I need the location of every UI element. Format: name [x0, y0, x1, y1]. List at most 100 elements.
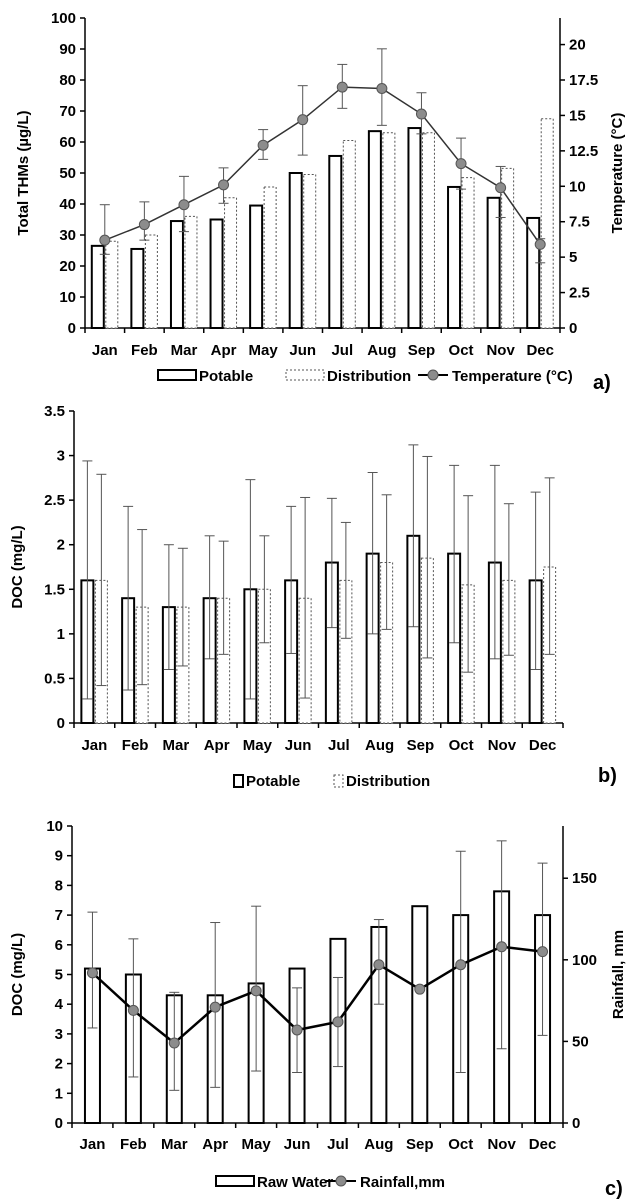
line-point: [99, 234, 111, 246]
legend-swatch-marker: [427, 369, 439, 381]
x-tick-label: Sep: [408, 342, 436, 359]
y2-tick-label: 0: [572, 1115, 580, 1132]
bar-distribution: [263, 186, 277, 329]
bar-potable: [486, 196, 501, 329]
x-tick-label: Mar: [163, 737, 190, 754]
y-tick-label: 2: [57, 537, 65, 554]
x-tick-label: Feb: [120, 1136, 147, 1153]
line-point: [297, 114, 309, 126]
y-tick-label: 0.5: [44, 670, 65, 687]
y-tick-label: 10: [46, 818, 63, 835]
line-point: [496, 941, 508, 953]
y-tick-label: 40: [59, 196, 76, 213]
x-tick-label: Sep: [407, 737, 435, 754]
panel-label: a): [593, 372, 611, 394]
x-tick-label: Dec: [526, 342, 554, 359]
bar-potable: [447, 185, 462, 329]
y-axis-title: DOC (mg/L): [9, 933, 26, 1016]
bar-distribution: [342, 139, 356, 329]
x-tick-label: Dec: [529, 737, 557, 754]
y-tick-label: 10: [59, 289, 76, 306]
y2-tick-label: 7.5: [569, 214, 590, 231]
line-point: [168, 1037, 180, 1049]
y2-axis-title: Temperature (°C): [609, 113, 626, 234]
bar-potable: [288, 172, 303, 329]
line-point: [127, 1004, 139, 1016]
y-tick-label: 80: [59, 72, 76, 89]
x-tick-label: Aug: [364, 1136, 393, 1153]
y-tick-label: 30: [59, 227, 76, 244]
y2-tick-label: 50: [572, 1033, 589, 1050]
bar-distribution: [540, 118, 554, 329]
line-point: [209, 1001, 221, 1013]
x-tick-label: Jan: [92, 342, 118, 359]
legend-label: Potable: [199, 368, 253, 385]
y-axis-title: DOC (mg/L): [9, 525, 26, 608]
bar-distribution: [461, 177, 475, 329]
y-tick-label: 3: [55, 1026, 63, 1043]
y2-tick-label: 15: [569, 107, 586, 124]
bar-distribution: [144, 234, 158, 329]
y-tick-label: 1: [55, 1085, 63, 1102]
x-tick-label: Jul: [328, 737, 350, 754]
x-tick-label: Jun: [289, 342, 316, 359]
line-point: [218, 179, 230, 191]
line-point: [257, 139, 269, 151]
legend-swatch-marker: [335, 1175, 347, 1187]
legend-label: Distribution: [346, 773, 430, 790]
bar-potable: [367, 130, 382, 329]
y-axis-title: Total THMs (µg/L): [15, 110, 32, 235]
line-point: [291, 1024, 303, 1036]
x-tick-label: May: [242, 1136, 272, 1153]
line-point: [178, 199, 190, 211]
y-tick-label: 1: [57, 626, 65, 643]
x-tick-label: Apr: [204, 737, 230, 754]
x-tick-label: Aug: [367, 342, 396, 359]
legend-swatch-solid: [157, 369, 197, 381]
x-tick-label: Feb: [122, 737, 149, 754]
y2-tick-label: 5: [569, 249, 577, 266]
x-tick-label: Aug: [365, 737, 394, 754]
y-tick-label: 60: [59, 134, 76, 151]
y-tick-label: 0: [68, 320, 76, 337]
line-point: [495, 182, 507, 194]
x-tick-label: Dec: [529, 1136, 557, 1153]
legend-label: Raw Water: [257, 1174, 333, 1191]
bar-potable: [249, 204, 264, 329]
bar-distribution: [501, 167, 515, 329]
bar-distribution: [382, 132, 396, 329]
x-tick-label: Jul: [327, 1136, 349, 1153]
x-tick-label: Apr: [211, 342, 237, 359]
bar-distribution: [184, 215, 198, 329]
y2-tick-label: 100: [572, 952, 597, 969]
x-tick-label: May: [243, 737, 273, 754]
y2-tick-label: 0: [569, 320, 577, 337]
line-point: [138, 219, 150, 231]
panel-label: b): [598, 765, 617, 787]
legend-label: Distribution: [327, 368, 411, 385]
bar-potable: [407, 127, 422, 329]
y-tick-label: 3: [57, 448, 65, 465]
y-tick-label: 90: [59, 41, 76, 58]
bar-potable: [328, 154, 343, 329]
y-tick-label: 3.5: [44, 403, 65, 420]
y-tick-label: 8: [55, 877, 63, 894]
x-tick-label: Oct: [449, 737, 474, 754]
panel-label: c): [605, 1178, 623, 1200]
line-point: [250, 985, 262, 997]
panel-b: 0 0.5 1 1.5 2 2.5 3 3.5 Jan Feb Mar Apr May Jun Jul Aug…: [9, 403, 617, 790]
y-tick-label: 2.5: [44, 492, 65, 509]
bar-potable: [90, 244, 105, 330]
y-tick-label: 20: [59, 258, 76, 275]
y-tick-label: 5: [55, 967, 63, 984]
y2-axis-title: Rainfall, mm: [610, 930, 627, 1019]
x-tick-label: Nov: [487, 1136, 516, 1153]
bar-potable: [209, 218, 224, 329]
bar-distribution: [224, 197, 238, 329]
line-point: [376, 83, 388, 95]
line-point: [414, 983, 426, 995]
x-tick-label: Sep: [406, 1136, 434, 1153]
line-point: [455, 158, 467, 170]
y-tick-label: 50: [59, 165, 76, 182]
